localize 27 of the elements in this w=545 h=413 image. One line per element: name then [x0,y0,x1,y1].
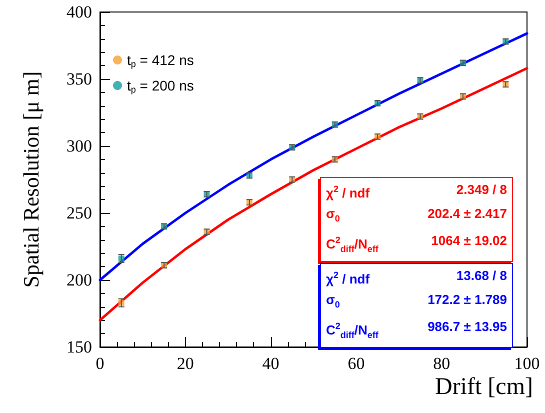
y-tick-label: 400 [66,2,92,22]
annotation: C$^{2}$$_{diff}$/N$_{eff}$ [326,234,380,256]
annotation: 2.349 / 8 [455,181,507,199]
y-axis-title: Spatial Resolution [μ m] [18,71,44,288]
y-tick-label: 300 [66,136,92,156]
annotation: 202.4 ± 2.417 [426,205,507,224]
x-tick-label: 40 [262,354,280,373]
annotation: σ$_{0}$ [326,205,341,226]
annotation: χ$^{2}$ / ndf [326,183,371,202]
y-tick-label: 350 [66,70,92,88]
x-tick-label: 0 [96,354,104,373]
annotation: σ$_{0}$ [326,291,341,312]
x-tick-label: 80 [433,354,450,373]
y-tick-label: 250 [66,204,92,222]
annotation: 172.2 ± 1.789 [426,291,507,310]
line-series [98,67,528,322]
annotation: 986.7 ± 13.95 [426,318,507,336]
y-tick-label: 200 [66,270,92,290]
x-tick-label: 60 [348,354,365,373]
x-tick-label: 100 [514,354,540,373]
annotation: 13.68 / 8 [455,267,507,285]
x-tick-label: 20 [176,354,194,373]
annotation: χ$^{2}$ / ndf [326,269,371,288]
y-tick-label: 150 [66,338,92,356]
annotation: 1064 ± 19.02 [430,232,507,250]
annotation: C$^{2}$$_{diff}$/N$_{eff}$ [326,320,380,342]
x-axis-title: Drift [cm] [435,374,533,400]
